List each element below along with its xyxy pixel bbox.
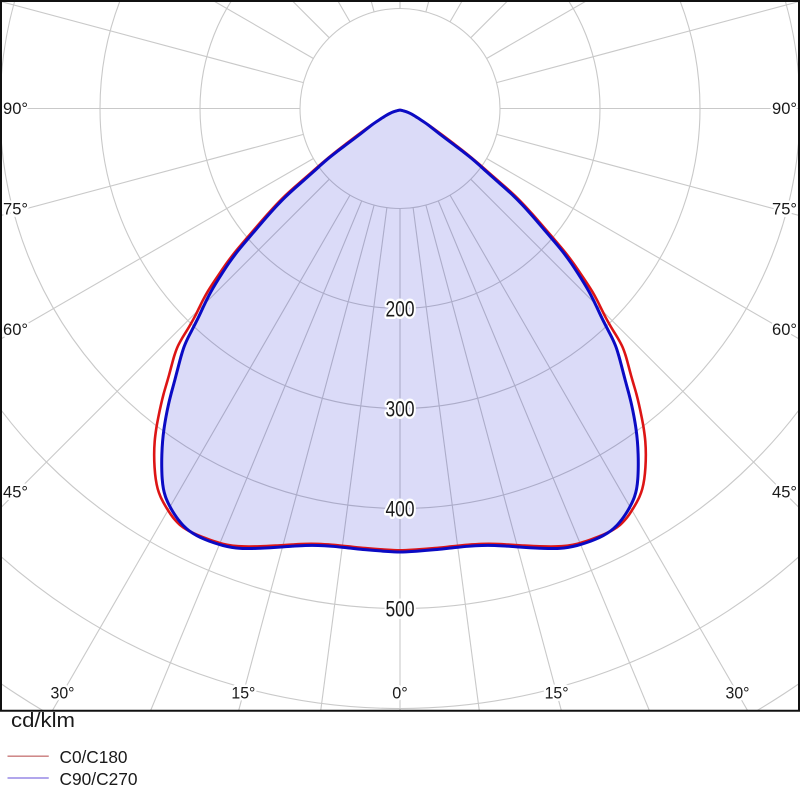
svg-text:200: 200	[386, 296, 415, 321]
svg-text:0°: 0°	[392, 685, 408, 703]
svg-text:45°: 45°	[3, 483, 28, 501]
svg-text:15°: 15°	[545, 685, 569, 703]
svg-text:45°: 45°	[772, 483, 797, 501]
svg-text:30°: 30°	[51, 685, 75, 703]
svg-text:500: 500	[386, 596, 415, 621]
svg-text:75°: 75°	[3, 200, 28, 218]
svg-text:C0/C180: C0/C180	[60, 747, 128, 767]
svg-text:60°: 60°	[772, 321, 797, 339]
svg-text:C90/C270: C90/C270	[60, 769, 138, 789]
svg-text:90°: 90°	[3, 100, 28, 118]
svg-text:60°: 60°	[3, 321, 28, 339]
svg-text:cd/klm: cd/klm	[11, 710, 75, 732]
svg-text:30°: 30°	[726, 685, 750, 703]
svg-text:90°: 90°	[772, 100, 797, 118]
svg-text:15°: 15°	[231, 685, 255, 703]
svg-text:400: 400	[386, 496, 415, 521]
svg-text:300: 300	[386, 396, 415, 421]
svg-text:75°: 75°	[772, 200, 797, 218]
